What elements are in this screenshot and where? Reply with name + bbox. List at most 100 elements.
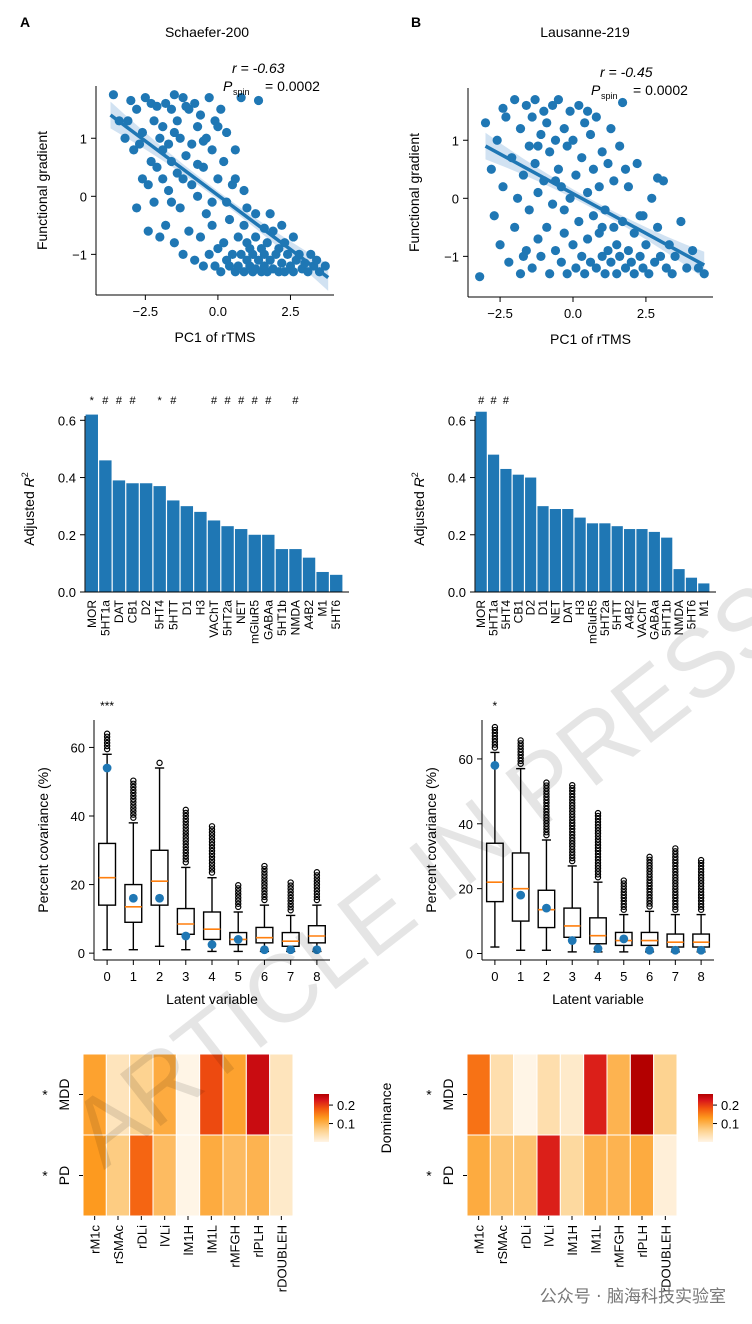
scatter-point <box>562 269 572 279</box>
colorbar-label: Dominance <box>378 1082 394 1153</box>
outlier <box>620 883 627 890</box>
scatter-point <box>132 203 142 213</box>
scatter-point <box>550 245 561 256</box>
scatter-point <box>143 180 153 190</box>
bar-category-label: 5HT2a <box>598 600 612 636</box>
outlier <box>130 777 137 784</box>
outlier <box>672 868 679 875</box>
significance-mark: # <box>503 395 510 407</box>
scatter-point <box>682 263 692 273</box>
regression-line <box>484 144 706 267</box>
outlier <box>543 785 550 792</box>
scatter-point <box>606 124 616 134</box>
scatter-point <box>600 269 610 279</box>
scatter-point <box>571 170 581 180</box>
x-tick-label: 1 <box>517 969 524 984</box>
stat-p-value: = 0.0002 <box>633 82 688 98</box>
outlier <box>672 865 679 873</box>
x-tick-label: 3 <box>569 969 576 984</box>
x-tick-label: 7 <box>287 969 294 984</box>
outlier <box>594 859 602 866</box>
outlier <box>543 802 550 810</box>
bar-category-label: MOR <box>474 600 488 628</box>
outlier <box>620 894 627 902</box>
outlier <box>261 884 268 891</box>
scatter-point <box>201 209 211 219</box>
outlier <box>287 904 294 911</box>
x-tick-label: 0.0 <box>209 304 227 319</box>
box <box>563 907 582 938</box>
outlier <box>182 822 189 829</box>
outlier <box>543 820 550 827</box>
scatter-point <box>288 267 298 277</box>
scatter-point <box>530 95 540 105</box>
outlier <box>130 814 137 821</box>
outlier <box>594 853 602 861</box>
outlier <box>130 808 137 815</box>
scatter-point <box>204 93 214 103</box>
outlier <box>672 871 679 878</box>
scatter-point <box>530 158 540 169</box>
significance-mark: * <box>493 699 498 713</box>
bar-category-label: 5HT6 <box>684 600 698 630</box>
heatmap-cell <box>222 1134 247 1217</box>
y-tick-label: 1 <box>80 131 87 146</box>
outlier <box>543 823 550 830</box>
scatter-point <box>149 197 159 207</box>
scatter-point <box>126 95 136 106</box>
scatter-point <box>553 164 564 174</box>
row-significance-mark: * <box>426 1168 432 1184</box>
scatter-point <box>652 173 663 183</box>
scatter-point <box>559 205 569 215</box>
scatter-point <box>585 257 596 267</box>
outlier <box>646 877 653 884</box>
outlier <box>517 737 524 744</box>
scatter-point <box>577 251 587 261</box>
bar <box>549 509 561 592</box>
scatter-point <box>155 133 165 143</box>
x-tick-label: 8 <box>313 969 320 984</box>
bar-category-label: D1 <box>180 600 194 616</box>
outlier <box>491 729 499 737</box>
outlier <box>182 859 189 866</box>
y-axis-label: Functional gradient <box>406 133 422 252</box>
scatter-point <box>207 145 217 155</box>
outlier <box>697 897 705 905</box>
outlier <box>672 848 679 855</box>
scatter-point <box>556 257 566 267</box>
scatter-point <box>198 136 208 146</box>
observed-point <box>645 945 654 955</box>
outlier <box>543 788 550 795</box>
scatter-point <box>146 156 156 167</box>
bar <box>512 474 524 592</box>
scatter-point <box>539 106 549 116</box>
bar <box>194 511 207 592</box>
outlier <box>697 874 705 881</box>
outlier <box>313 896 321 904</box>
row-label: MDD <box>440 1079 456 1111</box>
significance-mark: # <box>292 395 299 407</box>
scatter-point <box>623 245 634 256</box>
scatter-point <box>207 197 217 207</box>
scatter-point <box>574 216 584 227</box>
outlier <box>313 893 321 901</box>
scatter-point <box>647 193 657 203</box>
scatter-point <box>143 226 153 236</box>
box <box>98 842 117 906</box>
column-label: lVLi <box>542 1225 557 1247</box>
outlier <box>569 846 576 853</box>
x-tick-label: 2.5 <box>281 304 299 319</box>
x-tick-label: 4 <box>208 969 215 984</box>
x-tick-label: −2.5 <box>133 304 159 319</box>
outlier <box>543 793 550 801</box>
bar-category-label: H3 <box>193 600 207 616</box>
scatter-point <box>204 249 214 259</box>
y-axis-label: Percent covariance (%) <box>35 767 51 913</box>
scatter-point <box>626 257 636 267</box>
outlier <box>208 829 216 836</box>
outlier <box>543 799 550 807</box>
outlier <box>313 875 321 882</box>
outlier <box>491 744 499 751</box>
outlier <box>569 837 576 844</box>
scatter-point <box>181 101 191 111</box>
